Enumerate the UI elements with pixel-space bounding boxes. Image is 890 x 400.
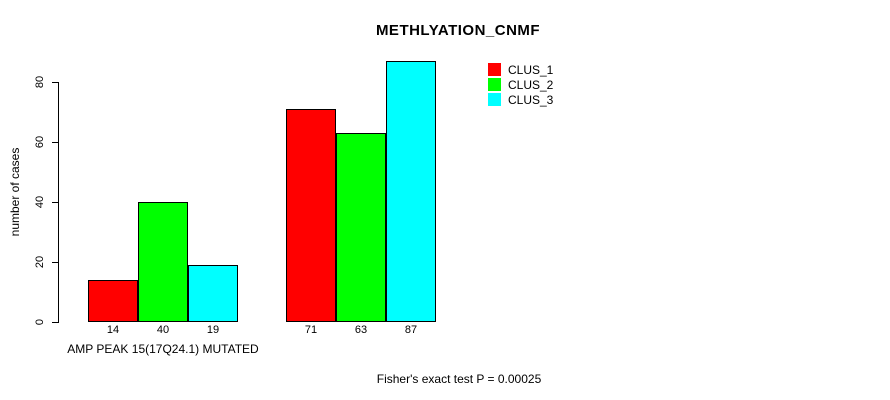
y-axis-tick-label: 0 xyxy=(34,318,46,326)
statistical-test-note: Fisher's exact test P = 0.00025 xyxy=(376,372,542,386)
legend-label: CLUS_2 xyxy=(508,77,554,92)
legend-item: CLUS_1 xyxy=(488,62,553,77)
y-axis-tick xyxy=(52,322,58,323)
y-axis-line xyxy=(58,82,59,323)
y-axis-tick xyxy=(52,82,58,83)
bar-value-label: 40 xyxy=(156,324,170,336)
bar xyxy=(138,202,188,322)
bar xyxy=(336,133,386,322)
y-axis-tick xyxy=(52,202,58,203)
legend-item: CLUS_3 xyxy=(488,92,553,107)
y-axis-tick xyxy=(52,262,58,263)
y-axis-tick-label: 80 xyxy=(34,75,46,89)
bar xyxy=(188,265,238,322)
y-axis-tick-label: 40 xyxy=(34,195,46,209)
legend-swatch xyxy=(488,63,501,76)
x-axis-group-label: AMP PEAK 15(17Q24.1) MUTATED xyxy=(67,342,259,356)
bar-value-label: 14 xyxy=(106,324,120,336)
legend-label: CLUS_1 xyxy=(508,62,554,77)
bar-value-label: 71 xyxy=(304,324,318,336)
bar xyxy=(88,280,138,322)
bar xyxy=(286,109,336,322)
y-axis-tick-label: 20 xyxy=(34,255,46,269)
legend: CLUS_1 CLUS_2 CLUS_3 xyxy=(488,62,553,107)
legend-swatch xyxy=(488,78,501,91)
legend-swatch xyxy=(488,93,501,106)
y-axis-label: number of cases xyxy=(8,147,22,237)
bar-value-label: 87 xyxy=(404,324,418,336)
y-axis-tick xyxy=(52,142,58,143)
bar-value-label: 63 xyxy=(354,324,368,336)
legend-item: CLUS_2 xyxy=(488,77,553,92)
y-axis-tick-label: 60 xyxy=(34,135,46,149)
bar-value-label: 19 xyxy=(206,324,220,336)
legend-label: CLUS_3 xyxy=(508,92,554,107)
bar xyxy=(386,61,436,322)
chart-title: METHLYATION_CNMF xyxy=(375,22,541,39)
